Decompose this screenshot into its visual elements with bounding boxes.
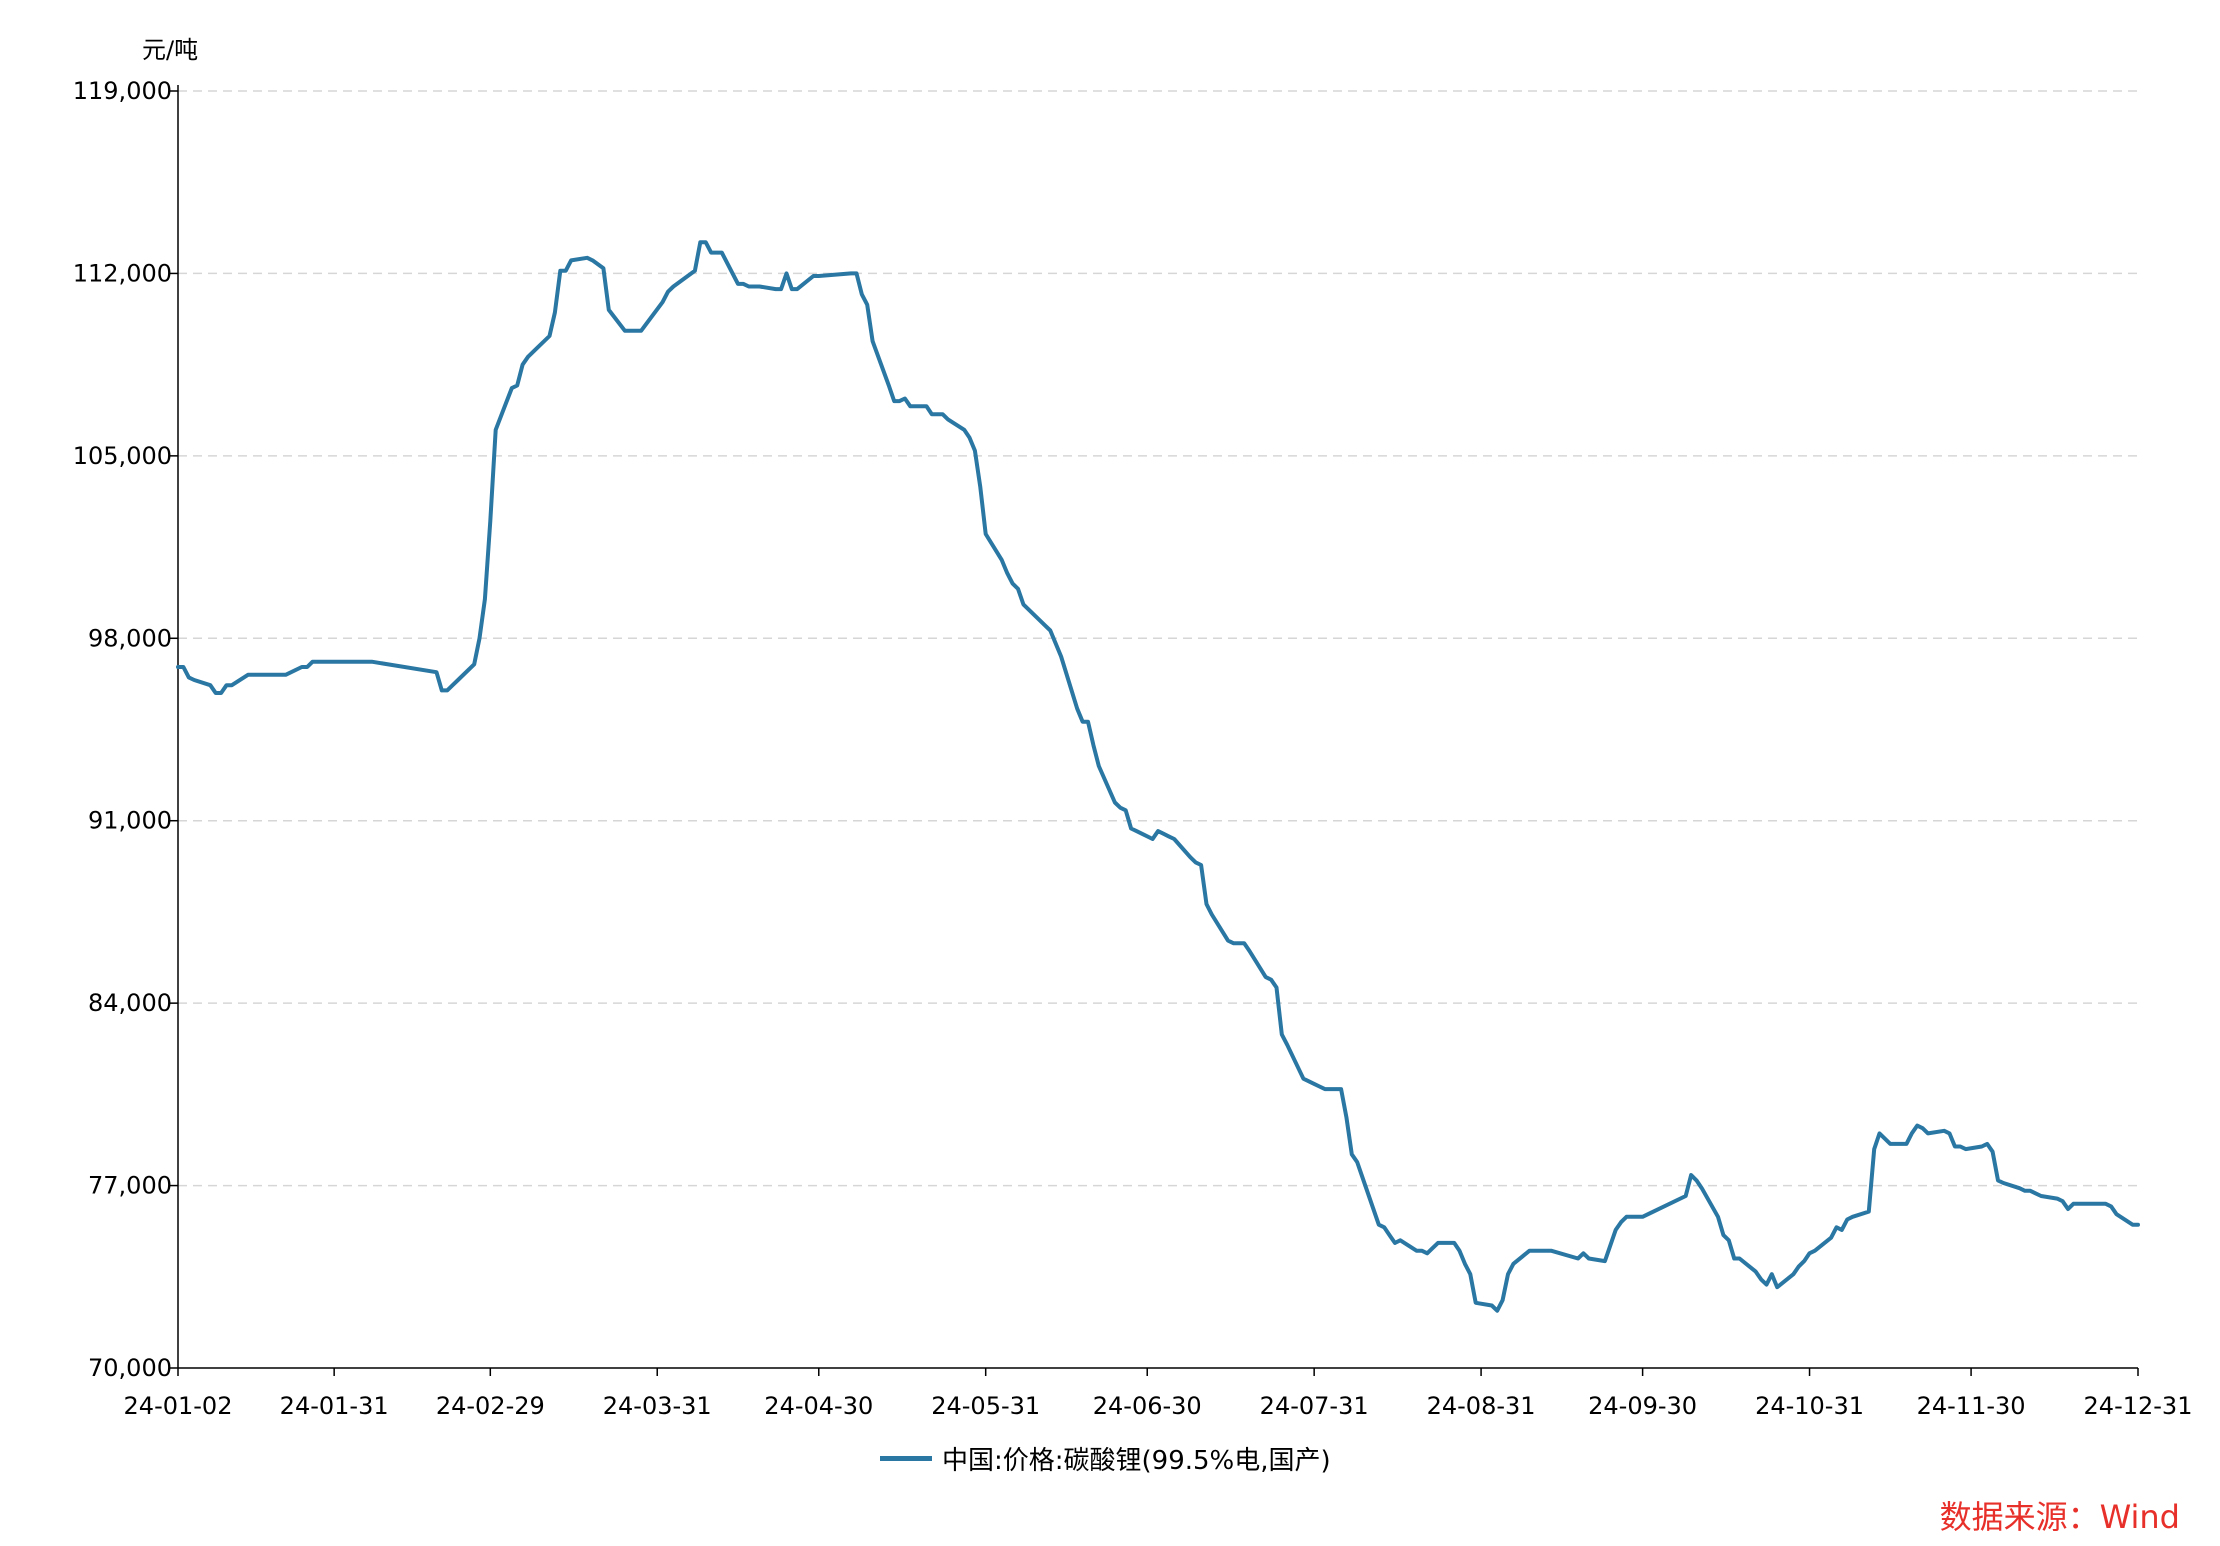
y-tick-label: 98,000 [88, 624, 172, 652]
x-tick-label: 24-04-30 [764, 1392, 873, 1420]
axes [177, 85, 2138, 1369]
x-axis-ticks: 24-01-02 24-01-31 24-02-29 24-03-31 24-04-30… [124, 1368, 2193, 1420]
legend-label: 中国:价格:碳酸锂(99.5%电,国产) [942, 1446, 1331, 1476]
y-tick-label: 70,000 [88, 1354, 172, 1382]
y-tick-label: 119,000 [73, 77, 172, 105]
data-source-note: 数据来源：Wind [1939, 1498, 2180, 1536]
series-layer [176, 240, 2140, 1313]
y-tick-label: 77,000 [88, 1172, 172, 1200]
x-tick-label: 24-11-30 [1917, 1392, 2026, 1420]
y-tick-label: 112,000 [73, 259, 172, 287]
x-tick-label: 24-07-31 [1260, 1392, 1369, 1420]
y-axis-ticks: 70,000 77,000 84,000 91,000 98,000 105,000 112… [73, 77, 178, 1382]
y-tick-label: 84,000 [88, 989, 172, 1017]
x-tick-label: 24-10-31 [1755, 1392, 1864, 1420]
x-tick-label: 24-09-30 [1588, 1392, 1697, 1420]
y-tick-label: 105,000 [73, 442, 172, 470]
x-tick-label: 24-01-31 [280, 1392, 389, 1420]
gridlines [178, 90, 2138, 1187]
x-tick-label: 24-06-30 [1093, 1392, 1202, 1420]
legend-swatch [880, 1456, 932, 1461]
x-tick-label: 24-05-31 [931, 1392, 1040, 1420]
x-tick-label: 24-01-02 [124, 1392, 233, 1420]
y-tick-label: 91,000 [88, 807, 172, 835]
y-axis-unit-label: 元/吨 [142, 36, 198, 64]
series-line-0 [176, 240, 2140, 1313]
x-tick-label: 24-12-31 [2084, 1392, 2193, 1420]
legend: 中国:价格:碳酸锂(99.5%电,国产) [880, 1440, 1331, 1477]
x-tick-label: 24-08-31 [1427, 1392, 1536, 1420]
x-tick-label: 24-03-31 [603, 1392, 712, 1420]
x-tick-label: 24-02-29 [436, 1392, 545, 1420]
